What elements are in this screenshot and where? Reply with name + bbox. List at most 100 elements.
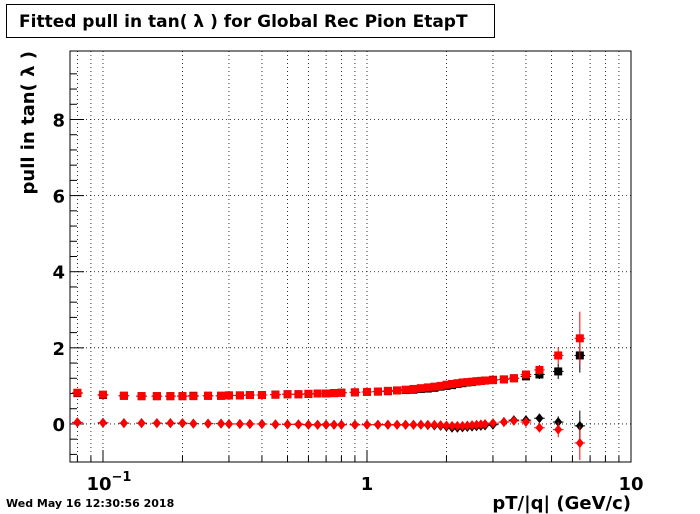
data-point-diamond (535, 413, 544, 424)
data-point-diamond (423, 419, 432, 430)
data-point-diamond (575, 437, 584, 448)
x-tick-label-base: 10 (86, 474, 111, 495)
data-point-square (409, 384, 418, 393)
x-axis-title: pT/|q| (GeV/c) (492, 493, 631, 514)
data-point-square (554, 367, 563, 376)
data-point-diamond (448, 420, 457, 431)
x-tick-label: 10 (618, 474, 643, 495)
data-point-diamond (304, 419, 313, 430)
x-tick-label: 10−1 (86, 470, 131, 495)
data-point-square (509, 374, 518, 383)
data-point-square (304, 389, 313, 398)
data-point-square (217, 391, 226, 400)
data-point-diamond (98, 417, 107, 428)
data-point-diamond (337, 419, 346, 430)
data-point-square (98, 390, 107, 399)
plot-frame (69, 50, 632, 463)
y-tick-label: 8 (52, 111, 65, 132)
data-point-square (448, 379, 457, 388)
data-point-square (453, 379, 462, 388)
y-axis-title: pull in tan( λ ) (18, 51, 39, 195)
data-point-diamond (442, 420, 451, 431)
data-point-square (235, 391, 244, 400)
data-point-square (401, 385, 410, 394)
data-point-square (330, 389, 339, 398)
data-point-diamond (283, 419, 292, 430)
data-point-square (224, 391, 233, 400)
data-point-diamond (313, 419, 322, 430)
data-point-diamond (481, 418, 490, 429)
data-point-square (575, 334, 584, 343)
data-point-diamond (362, 419, 371, 430)
data-layer (72, 311, 586, 461)
data-point-diamond (330, 419, 339, 430)
data-point-square (137, 392, 146, 401)
x-tick-label: 1 (361, 474, 374, 495)
footer-timestamp: Wed May 16 12:30:56 2018 (6, 497, 175, 510)
data-point-diamond (393, 419, 402, 430)
y-tick-label: 0 (52, 415, 65, 436)
data-point-square (294, 390, 303, 399)
data-point-diamond (322, 419, 331, 430)
data-point-diamond (350, 419, 359, 430)
data-point-square (535, 365, 544, 374)
data-point-diamond (373, 419, 382, 430)
data-point-diamond (73, 417, 82, 428)
data-point-diamond (245, 418, 254, 429)
data-point-square (436, 381, 445, 390)
data-point-square (423, 383, 432, 392)
data-point-square (442, 380, 451, 389)
data-point-square (119, 391, 128, 400)
data-point-diamond (137, 418, 146, 429)
data-point-diamond (178, 418, 187, 429)
y-tick-label: 2 (52, 339, 65, 360)
data-point-square (313, 389, 322, 398)
data-point-diamond (224, 418, 233, 429)
data-point-square (488, 376, 497, 385)
grid-layer (70, 51, 632, 462)
data-point-square (521, 370, 530, 379)
y-tick-label: 6 (52, 187, 65, 208)
data-point-square (337, 388, 346, 397)
data-point-square (245, 391, 254, 400)
series-3 (72, 415, 586, 461)
data-point-square (393, 386, 402, 395)
chart-title: Fitted pull in tan( λ ) for Global Rec P… (19, 12, 468, 32)
data-point-square (554, 351, 563, 360)
data-point-square (283, 390, 292, 399)
y-tick-label: 4 (52, 263, 65, 284)
data-point-diamond (383, 419, 392, 430)
data-point-square (189, 392, 198, 401)
x-tick-label-exponent: −1 (112, 470, 132, 485)
data-point-square (373, 387, 382, 396)
data-point-square (166, 392, 175, 401)
chart-title-box: Fitted pull in tan( λ ) for Global Rec P… (6, 4, 495, 38)
data-point-diamond (271, 419, 280, 430)
data-point-diamond (430, 419, 439, 430)
data-point-diamond (409, 419, 418, 430)
data-point-square (178, 392, 187, 401)
data-point-diamond (499, 417, 508, 428)
label-layer: 10−1 1 10 0 2 4 6 8 pT/|q| (GeV/c) pull … (18, 51, 644, 514)
data-point-diamond (488, 418, 497, 429)
data-point-diamond (535, 422, 544, 433)
data-point-square (257, 391, 266, 400)
data-point-square (73, 388, 82, 397)
data-point-diamond (509, 415, 518, 426)
data-point-diamond (152, 418, 161, 429)
data-point-square (416, 384, 425, 393)
data-point-diamond (401, 419, 410, 430)
data-point-diamond (119, 418, 128, 429)
data-point-diamond (294, 419, 303, 430)
data-point-square (152, 392, 161, 401)
data-point-square (362, 387, 371, 396)
data-point-square (271, 390, 280, 399)
data-point-diamond (521, 417, 530, 428)
data-point-square (322, 389, 331, 398)
tick-layer (70, 73, 620, 462)
data-point-diamond (217, 418, 226, 429)
data-point-diamond (204, 418, 213, 429)
data-point-diamond (554, 424, 563, 435)
data-point-diamond (436, 420, 445, 431)
